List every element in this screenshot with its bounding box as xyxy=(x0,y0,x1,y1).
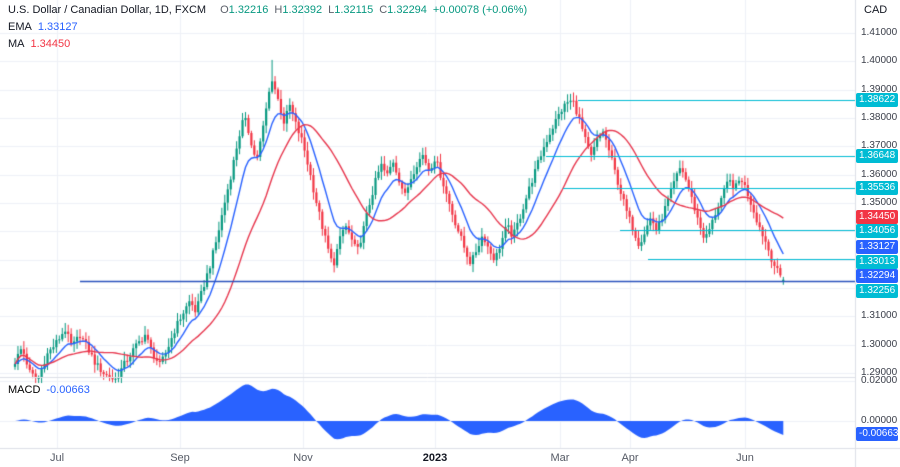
price-level-badge: 1.35536 xyxy=(856,180,898,195)
ma-label: MA xyxy=(8,38,25,50)
open-value: 1.32216 xyxy=(228,4,269,16)
ma-indicator-row[interactable]: MA 1.34450 xyxy=(8,36,527,53)
price-level-badge: 1.34450 xyxy=(856,209,898,224)
price-level-badge: 1.33013 xyxy=(856,254,898,269)
macd-label: MACD xyxy=(8,384,41,396)
price-tick: 1.41000 xyxy=(861,27,898,38)
price-level-badge: 1.33127 xyxy=(856,240,898,255)
symbol-info-row: U.S. Dollar / Canadian Dollar, 1D, FXCM O… xyxy=(8,2,527,19)
time-tick: Mar xyxy=(550,452,570,464)
price-tick: 1.40000 xyxy=(861,55,898,67)
time-tick: 2023 xyxy=(422,452,448,464)
macd-legend[interactable]: MACD -0.00663 xyxy=(8,384,90,396)
macd-value-badge: -0.00663 xyxy=(856,427,898,442)
high-label: H xyxy=(274,4,283,16)
ma-value: 1.34450 xyxy=(30,38,71,50)
close-value: 1.32294 xyxy=(387,4,427,16)
ema-value: 1.33127 xyxy=(37,21,78,33)
ema-indicator-row[interactable]: EMA 1.33127 xyxy=(8,19,527,36)
price-level-badge: 1.34056 xyxy=(856,224,898,239)
time-tick: Nov xyxy=(293,452,313,464)
open-label: O xyxy=(220,4,229,16)
price-tick: 1.39000 xyxy=(861,83,898,95)
ema-label: EMA xyxy=(8,21,32,33)
low-value: 1.32115 xyxy=(334,4,374,16)
close-label: C xyxy=(379,4,388,16)
change-value: +0.00078 (+0.06%) xyxy=(432,4,528,16)
price-tick: 1.31000 xyxy=(861,310,898,322)
price-level-badge: 1.32256 xyxy=(856,283,898,298)
low-label: L xyxy=(328,4,335,16)
time-tick: Apr xyxy=(621,452,639,464)
price-tick: 1.37000 xyxy=(861,140,898,152)
price-tick: 1.36000 xyxy=(861,168,898,180)
time-tick: Jul xyxy=(49,452,65,464)
macd-scale-tick: 0.00000 xyxy=(861,415,898,426)
macd-value: -0.00663 xyxy=(46,384,90,396)
high-value: 1.32392 xyxy=(282,4,323,16)
price-tick: 1.30000 xyxy=(861,338,898,350)
price-tick: 1.29000 xyxy=(861,366,898,378)
macd-scale-tick: 0.02000 xyxy=(861,375,898,386)
symbol-legend: U.S. Dollar / Canadian Dollar, 1D, FXCM O… xyxy=(8,2,527,53)
price-level-badge: 1.36648 xyxy=(856,149,898,164)
quote-currency-label: CAD xyxy=(864,4,888,16)
price-level-badge: 1.38622 xyxy=(856,93,898,108)
time-tick: Sep xyxy=(170,452,190,464)
price-level-badge: 1.32294 xyxy=(856,269,898,284)
price-tick: 1.38000 xyxy=(861,111,898,123)
symbol-title[interactable]: U.S. Dollar / Canadian Dollar, 1D, FXCM xyxy=(8,4,207,16)
time-tick: Jun xyxy=(736,452,754,464)
price-tick: 1.35000 xyxy=(861,196,898,208)
